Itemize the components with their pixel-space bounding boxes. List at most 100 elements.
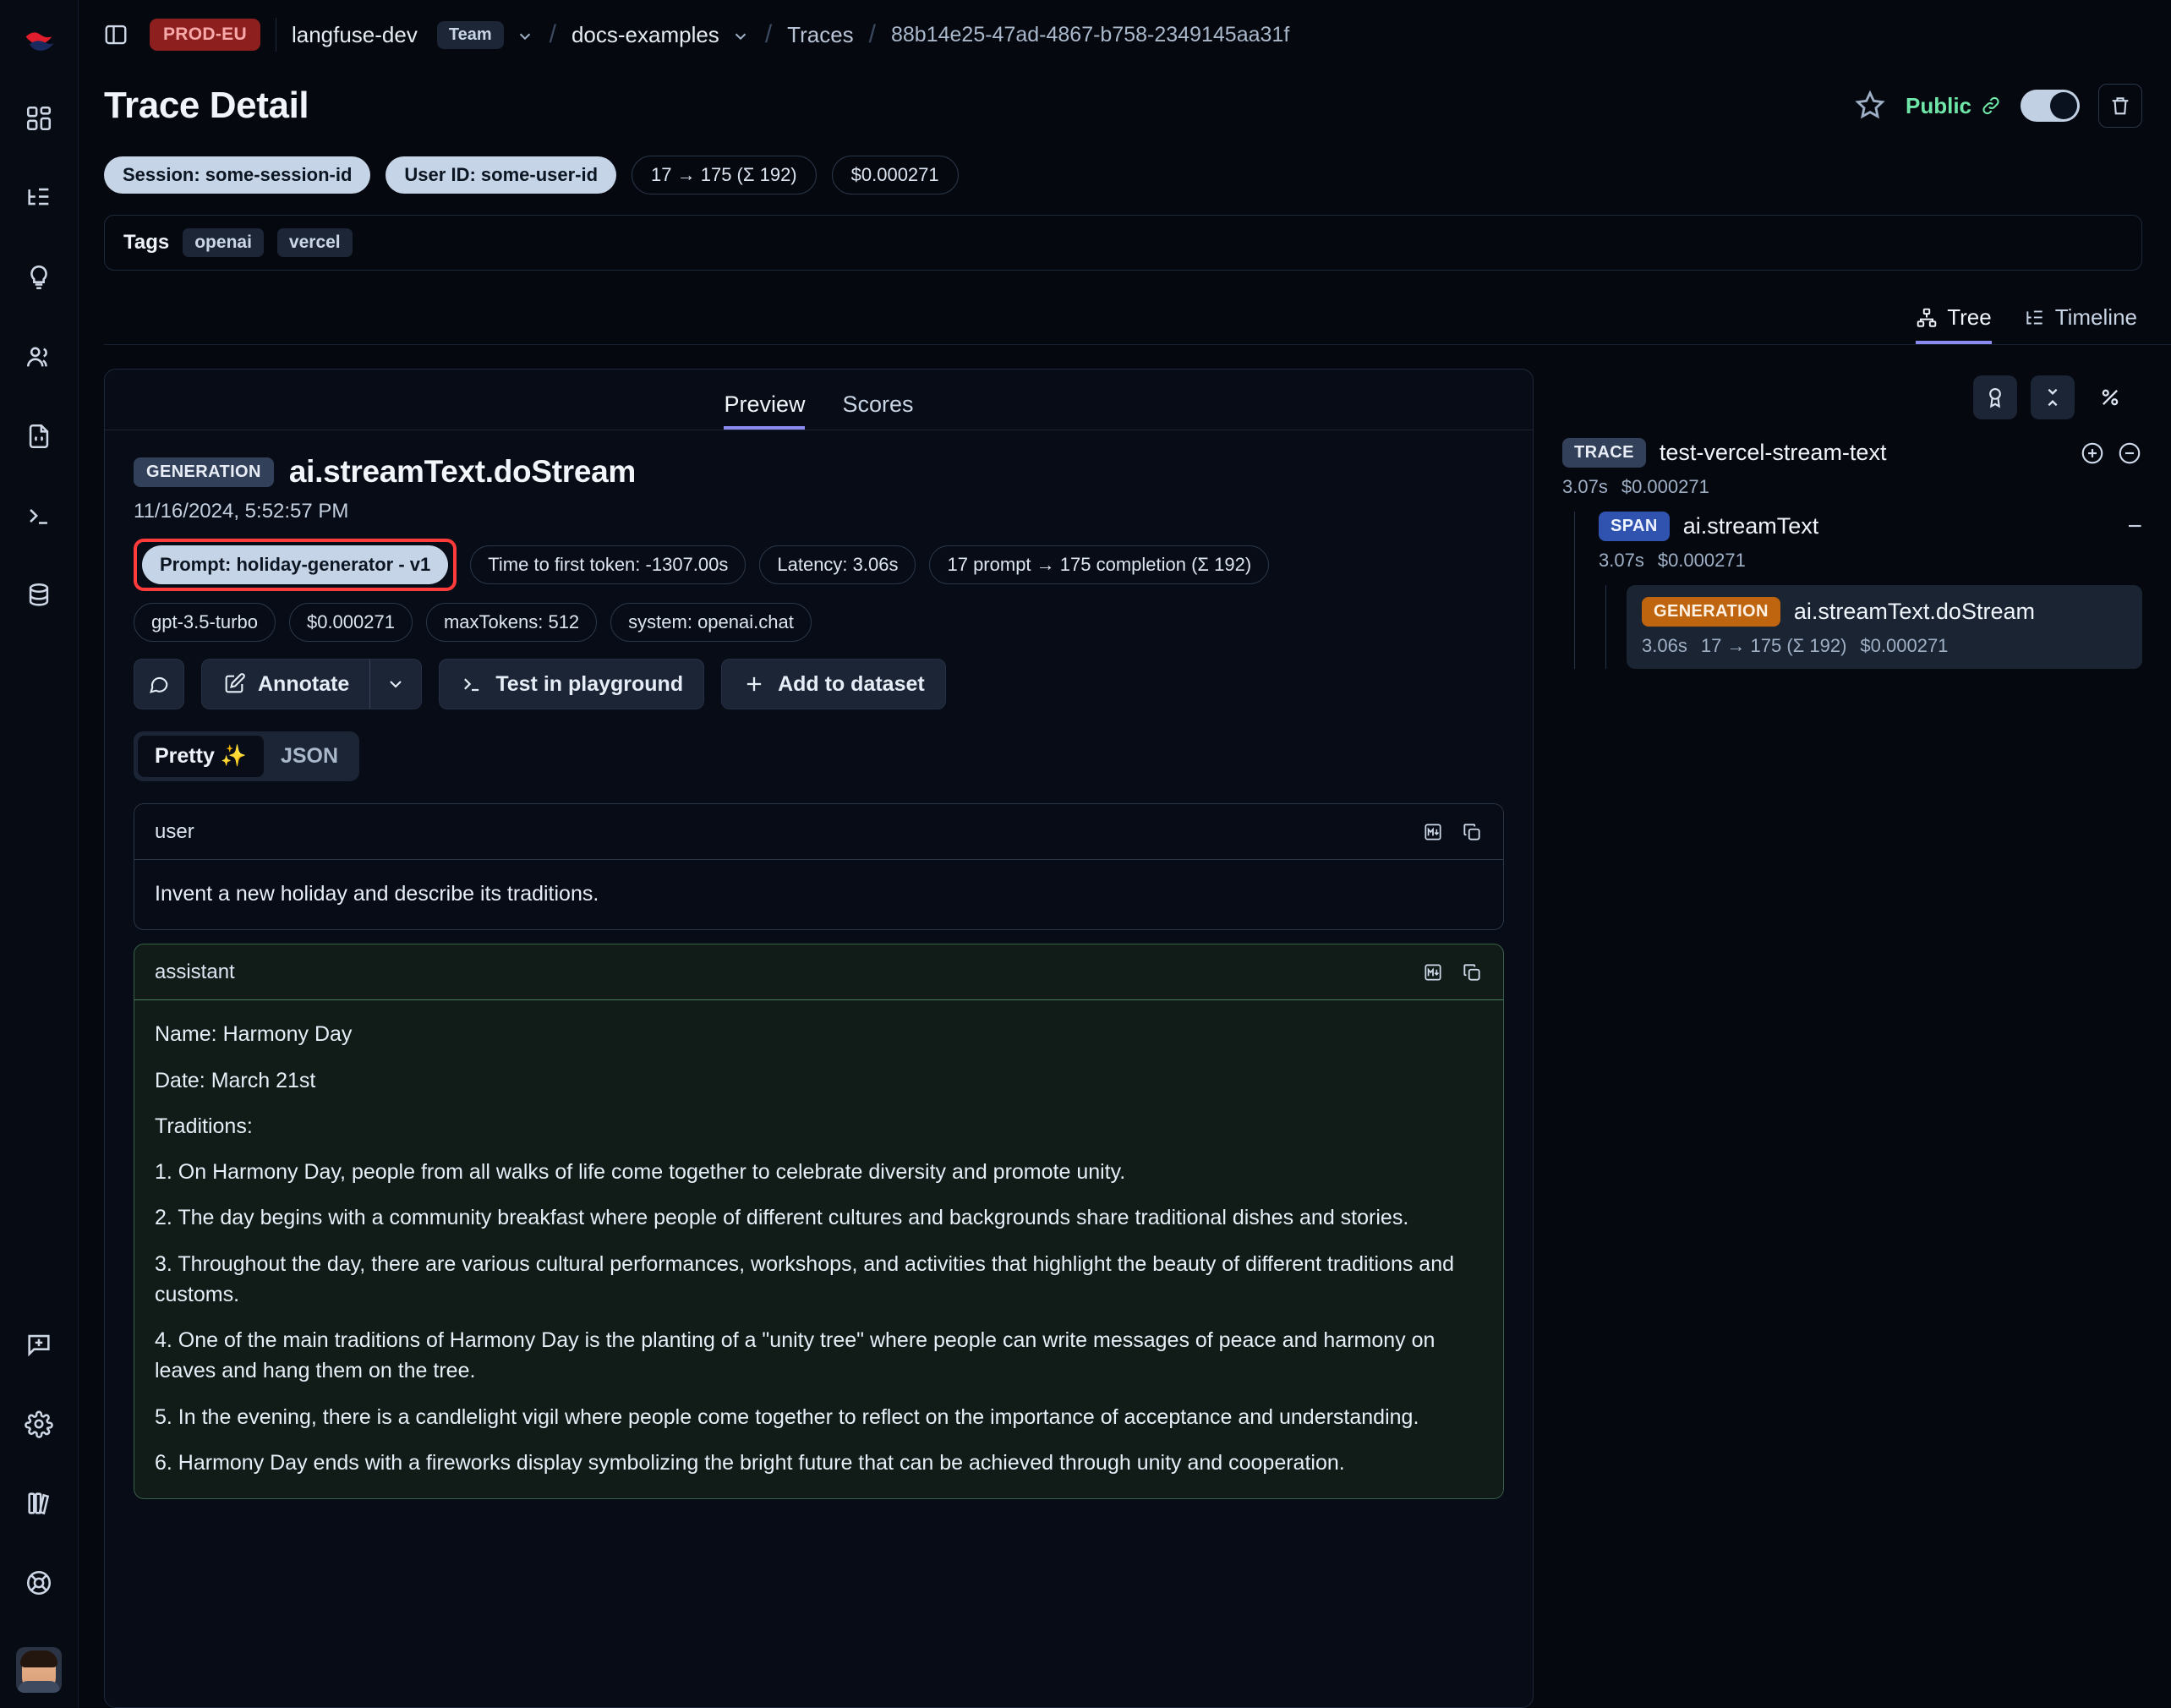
tag-openai[interactable]: openai bbox=[183, 228, 264, 257]
add-to-dataset-label: Add to dataset bbox=[778, 671, 925, 696]
breadcrumb-section[interactable]: Traces bbox=[787, 21, 854, 47]
view-tabs: Tree Timeline bbox=[104, 286, 2171, 345]
breadcrumb-team-chip[interactable]: Team bbox=[436, 20, 504, 49]
badge-prompt[interactable]: Prompt: holiday-generator - v1 bbox=[142, 545, 449, 584]
chevron-down-icon[interactable] bbox=[516, 25, 534, 44]
markdown-icon bbox=[1425, 964, 1441, 981]
content-area: Preview Scores GENERATION ai.streamText.… bbox=[79, 345, 2171, 1708]
public-toggle[interactable] bbox=[2021, 90, 2080, 122]
generation-badge: GENERATION bbox=[1642, 597, 1780, 627]
trace-badge: TRACE bbox=[1562, 438, 1646, 468]
sidebar-item-users[interactable] bbox=[15, 333, 63, 380]
comment-icon bbox=[150, 676, 168, 693]
annotate-button[interactable]: Annotate bbox=[201, 659, 370, 709]
tab-tree[interactable]: Tree bbox=[1916, 304, 1992, 344]
tags-label: Tags bbox=[123, 231, 170, 254]
badge-latency[interactable]: Latency: 3.06s bbox=[759, 545, 916, 584]
percent-icon[interactable] bbox=[2088, 375, 2132, 419]
observation-timestamp: 11/16/2024, 5:52:57 PM bbox=[134, 500, 349, 523]
public-link[interactable]: Public bbox=[1906, 93, 2002, 119]
sidebar-item-docs[interactable] bbox=[15, 1480, 63, 1527]
message-user-body: Invent a new holiday and describe its tr… bbox=[134, 860, 1503, 929]
tab-timeline[interactable]: Timeline bbox=[2024, 304, 2137, 344]
badge-token-usage[interactable]: 17 prompt → 175 completion (Σ 192) bbox=[929, 545, 1270, 584]
badge-max-tokens[interactable]: maxTokens: 512 bbox=[425, 603, 598, 642]
test-in-playground-button[interactable]: Test in playground bbox=[439, 659, 705, 709]
message-paragraph: 6. Harmony Day ends with a fireworks dis… bbox=[155, 1450, 1345, 1475]
delete-button[interactable] bbox=[2098, 84, 2142, 128]
sidebar-item-settings[interactable] bbox=[15, 1400, 63, 1448]
title-row: Trace Detail Public bbox=[79, 69, 2171, 142]
badge-time-to-first-token[interactable]: Time to first token: -1307.00s bbox=[470, 545, 746, 584]
badge-model[interactable]: gpt-3.5-turbo bbox=[134, 603, 276, 642]
tree-level-2: GENERATION ai.streamText.doStream 3.06s … bbox=[1605, 585, 2142, 669]
breadcrumb-project[interactable]: docs-examples bbox=[571, 21, 719, 47]
sidebar-item-playground[interactable] bbox=[15, 492, 63, 539]
observation-header: GENERATION ai.streamText.doStream bbox=[134, 454, 1504, 490]
annotate-label: Annotate bbox=[258, 671, 350, 696]
test-in-playground-label: Test in playground bbox=[495, 671, 684, 696]
sidebar-item-feedback[interactable] bbox=[15, 1321, 63, 1368]
sidebar-item-prompts[interactable] bbox=[15, 413, 63, 460]
message-paragraph: Traditions: bbox=[155, 1114, 253, 1138]
sidebar-item-datasets[interactable] bbox=[15, 572, 63, 619]
annotate-dropdown-button[interactable] bbox=[369, 659, 423, 709]
message-paragraph: 3. Throughout the day, there are various… bbox=[155, 1251, 1455, 1306]
page-title: Trace Detail bbox=[104, 85, 309, 126]
avatar-hair bbox=[20, 1651, 57, 1667]
trace-cost: $0.000271 bbox=[1621, 476, 1709, 497]
tag-vercel[interactable]: vercel bbox=[276, 228, 353, 257]
tab-timeline-label: Timeline bbox=[2054, 304, 2137, 330]
breadcrumb-bar: PROD-EU langfuse-dev Team / docs-example… bbox=[79, 0, 2171, 69]
badge-tokens[interactable]: 17 → 175 (Σ 192) bbox=[632, 156, 817, 194]
collapse-vertical-icon[interactable] bbox=[2031, 375, 2075, 419]
env-badge[interactable]: PROD-EU bbox=[150, 19, 260, 51]
star-icon[interactable] bbox=[1853, 89, 1887, 123]
sidebar-item-dashboard[interactable] bbox=[15, 95, 63, 142]
message-paragraph: Name: Harmony Day bbox=[155, 1022, 353, 1047]
tree-generation-row[interactable]: GENERATION ai.streamText.doStream 3.06s … bbox=[1627, 585, 2142, 669]
message-assistant-role: assistant bbox=[155, 960, 235, 983]
sidebar-item-tracing[interactable] bbox=[15, 174, 63, 222]
span-collapse-toggle[interactable]: − bbox=[2127, 512, 2142, 540]
sidebar-item-lightbulb[interactable] bbox=[15, 254, 63, 301]
message-paragraph: 4. One of the main traditions of Harmony… bbox=[155, 1328, 1435, 1383]
breadcrumb-org[interactable]: langfuse-dev bbox=[291, 21, 418, 47]
markdown-icon bbox=[1425, 823, 1441, 840]
toggle-knob bbox=[2050, 92, 2077, 119]
format-toggle: Pretty ✨ JSON bbox=[134, 731, 360, 781]
message-user-tools bbox=[1422, 821, 1483, 843]
tags-bar[interactable]: Tags openai vercel bbox=[104, 215, 2142, 271]
generation-tokens: 17 → 175 (Σ 192) bbox=[1700, 635, 1847, 656]
comment-button[interactable] bbox=[134, 659, 184, 709]
terminal-icon bbox=[464, 678, 479, 692]
copy-icon bbox=[1463, 823, 1480, 840]
badge-system[interactable]: system: openai.chat bbox=[610, 603, 812, 642]
format-pretty[interactable]: Pretty ✨ bbox=[138, 736, 264, 777]
badge-session[interactable]: Session: some-session-id bbox=[104, 156, 371, 194]
add-to-dataset-button[interactable]: Add to dataset bbox=[721, 659, 946, 709]
badge-observation-cost[interactable]: $0.000271 bbox=[288, 603, 413, 642]
sidebar-item-support[interactable] bbox=[15, 1559, 63, 1607]
tree-span-row[interactable]: SPAN ai.streamText − bbox=[1599, 512, 2142, 541]
generation-latency: 3.06s bbox=[1642, 635, 1687, 656]
badge-cost[interactable]: $0.000271 bbox=[831, 156, 959, 194]
user-avatar[interactable] bbox=[16, 1647, 62, 1693]
observation-name: ai.streamText.doStream bbox=[288, 454, 637, 489]
tree-level-1: SPAN ai.streamText − 3.07s $0.000271 GEN… bbox=[1574, 512, 2142, 669]
tree-trace-row[interactable]: TRACE test-vercel-stream-text bbox=[1562, 438, 2142, 468]
chevron-down-icon-project[interactable] bbox=[731, 25, 750, 44]
tab-preview[interactable]: Preview bbox=[724, 391, 806, 430]
tree-zoom-controls bbox=[2080, 441, 2142, 466]
meta-row-2: gpt-3.5-turbo $0.000271 maxTokens: 512 s… bbox=[134, 603, 1504, 642]
tree-icon bbox=[1917, 308, 1937, 327]
scores-medal-icon[interactable] bbox=[1973, 375, 2017, 419]
format-json[interactable]: JSON bbox=[280, 744, 339, 768]
generation-node-header: GENERATION ai.streamText.doStream bbox=[1642, 597, 2127, 627]
tab-tree-label: Tree bbox=[1947, 304, 1992, 330]
badge-user-id[interactable]: User ID: some-user-id bbox=[386, 156, 617, 194]
tab-scores[interactable]: Scores bbox=[842, 391, 914, 417]
message-assistant-body: Name: Harmony Day Date: March 21st Tradi… bbox=[134, 1000, 1503, 1498]
langfuse-logo[interactable] bbox=[15, 19, 63, 66]
panel-left-icon[interactable] bbox=[97, 18, 134, 52]
